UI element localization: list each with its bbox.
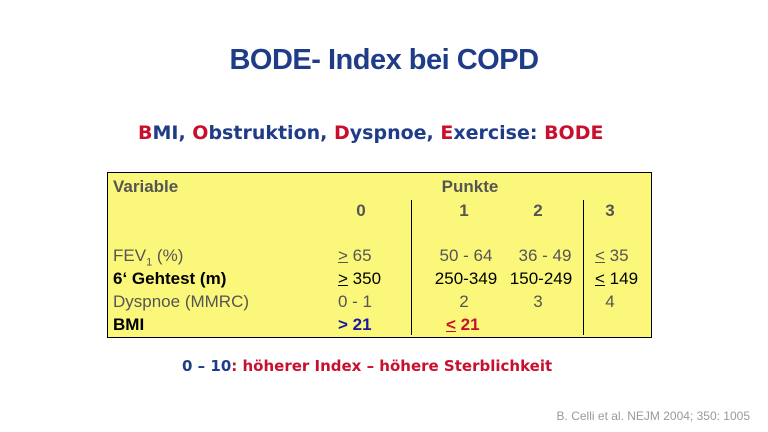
fev1-score-3: < 35 [595,246,629,266]
dyspnoe-score-3: 4 [605,292,615,311]
header-variable: Variable [113,177,179,196]
points-header-2: 2 [533,201,543,220]
acronym-text-obstruktion: bstruktion, [208,122,334,144]
gehtest-value-0: 350 [347,269,382,288]
column-divider [583,200,584,335]
acronym-line: BMI, Obstruktion, Dyspnoe, Exercise: BOD… [138,122,603,144]
geq-symbol: > [338,269,348,288]
dyspnoe-score-1: 2 [459,292,469,311]
fev-subscript: 1 [146,256,153,269]
bmi-score-0: > 21 [338,315,372,334]
leq-symbol: < [446,315,456,334]
row-label-gehtest: 6‘ Gehtest (m) [113,269,227,288]
fev-text: FEV [113,246,147,265]
column-divider [411,200,412,335]
gehtest-score-2: 150-249 [509,269,573,288]
header-punkte: Punkte [441,177,499,196]
acronym-text-bmi: MI, [152,122,193,144]
fev1-score-1: 50 - 64 [439,246,493,265]
gehtest-value-3: 149 [604,269,639,288]
slide-title: BODE- Index bei COPD [229,44,539,76]
row-label-fev1: FEV1 (%) [113,246,183,272]
gehtest-score-1: 250-349 [434,269,498,288]
points-header-1: 1 [459,201,469,220]
acronym-letter-o: O [192,122,209,144]
index-interpretation: 0 – 10: höherer Index – höhere Sterblich… [182,357,552,375]
fev-unit: (%) [152,246,184,265]
geq-symbol: > [338,246,348,265]
fev1-value-3: 35 [604,246,629,265]
points-header-0: 0 [356,201,366,220]
dyspnoe-score-0: 0 - 1 [338,292,373,311]
acronym-letter-d: D [334,122,350,144]
bode-score-table: Variable Punkte 0 1 2 3 FEV1 (%) > 65 50… [107,172,652,338]
row-label-bmi: BMI [113,315,145,334]
acronym-text-dyspnoe: yspnoe, [349,122,441,144]
leq-symbol: < [595,269,605,288]
bmi-value-1: 21 [455,315,480,334]
acronym-text-exercise: xercise: [453,122,545,144]
leq-symbol: < [595,246,605,265]
points-header-3: 3 [605,201,615,220]
acronym-bode: BODE [544,122,604,144]
acronym-letter-b: B [138,122,153,144]
index-range: 0 – 10 [182,357,232,375]
citation: B. Celli et al. NEJM 2004; 350: 1005 [556,409,750,423]
index-meaning: : höherer Index – höhere Sterblichkeit [231,357,553,375]
fev1-score-0: > 65 [338,246,372,266]
bmi-score-1: < 21 [446,315,480,335]
row-label-dyspnoe: Dyspnoe (MMRC) [113,292,250,311]
fev1-value-0: 65 [347,246,372,265]
dyspnoe-score-2: 3 [533,292,543,311]
acronym-letter-e: E [440,122,454,144]
gehtest-score-0: > 350 [338,269,381,289]
fev1-score-2: 36 - 49 [518,246,572,265]
gehtest-score-3: < 149 [595,269,638,289]
